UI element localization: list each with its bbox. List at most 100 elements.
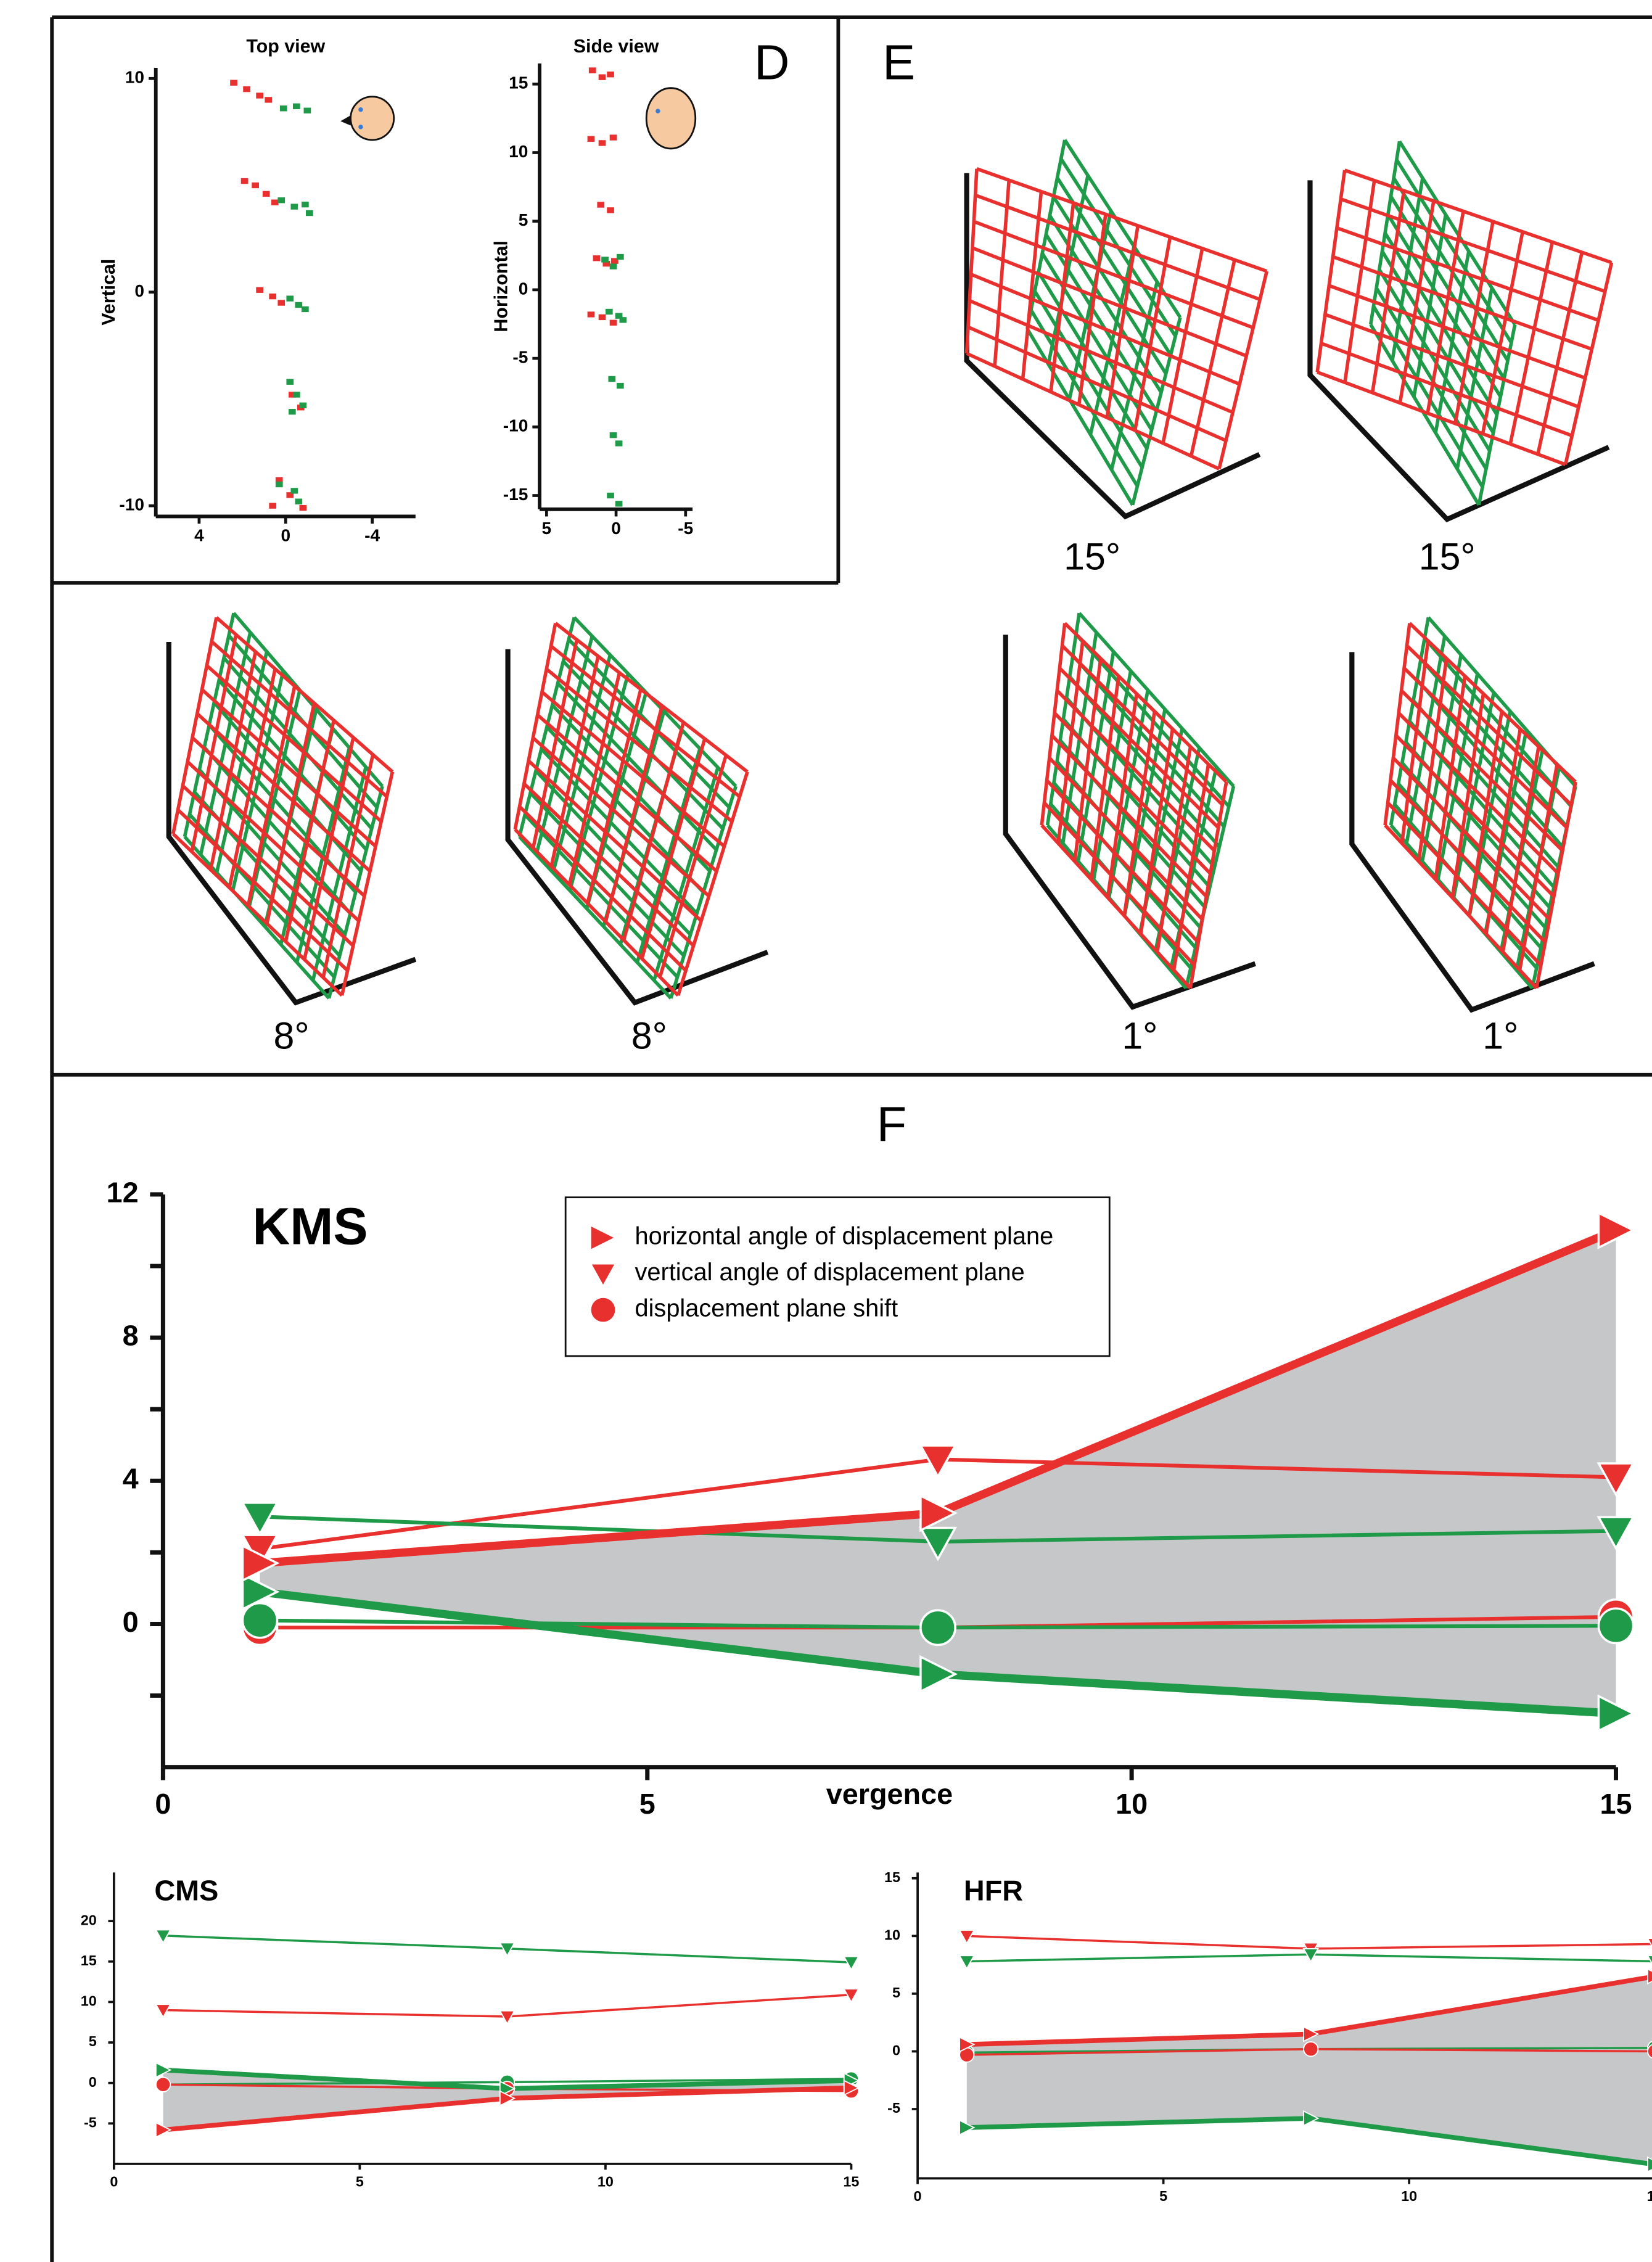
grid-wire (1518, 763, 1559, 971)
x-axis-label: vergence (826, 1778, 953, 1810)
grid-wire (1394, 734, 1555, 898)
scatter-point (299, 402, 307, 408)
grid-wire (1320, 342, 1573, 438)
grid-wire (1450, 693, 1486, 898)
marker-right-triangle (1647, 2156, 1652, 2173)
grid-wire (1384, 824, 1538, 990)
scatter-point (619, 317, 627, 323)
grid-wire (586, 688, 643, 904)
legend-box (564, 1196, 1111, 1357)
y-tick-label: 8 (123, 1319, 139, 1351)
grid-wire (1056, 640, 1085, 844)
head-side (645, 87, 697, 150)
grid-wire (1336, 226, 1600, 322)
scatter-point (306, 210, 313, 216)
grid-wire (1317, 370, 1566, 466)
panel-label: D (754, 35, 789, 90)
frame (50, 15, 1652, 2262)
grid-wire (1392, 756, 1551, 921)
grid-wire (1106, 693, 1138, 898)
grid-wire (1029, 309, 1139, 487)
scatter-point (277, 197, 286, 204)
grid-wire (1408, 622, 1577, 783)
grid-wire (1040, 623, 1067, 826)
marker-right-triangle (241, 1544, 280, 1582)
grid-wire (549, 644, 741, 798)
scatter-point (256, 93, 264, 99)
scatter-point (302, 201, 309, 208)
scatter-point (265, 97, 273, 103)
grid-wire (1315, 170, 1347, 372)
grid-wire (1172, 763, 1210, 971)
scatter-point (609, 319, 617, 326)
legend-label: vertical angle of displacement plane (635, 1259, 1024, 1286)
marker-down-triangle (958, 1930, 976, 1944)
marker-down-triangle (843, 1956, 860, 1971)
angle-label: 1° (1122, 1014, 1157, 1056)
y-tick-label: 0 (134, 281, 144, 300)
scatter-point (607, 207, 614, 213)
marker-right-triangle (155, 2062, 172, 2078)
displacement-grids: 15° 15° 8° 8° 1° 1° (166, 139, 1614, 1056)
grid-wire (676, 771, 749, 996)
marker-down-triangle (918, 1444, 958, 1479)
marker-down-triangle (155, 1929, 171, 1944)
shaded-area (966, 1976, 1652, 2165)
grid-wire (532, 736, 710, 898)
grid-wire (518, 835, 673, 1000)
grid-wire (340, 771, 395, 996)
marker-down-triangle (918, 1526, 958, 1561)
grid-wire (1217, 271, 1269, 469)
grid-wire (1133, 236, 1172, 431)
grid-wire (1536, 252, 1584, 455)
grid-wire (1049, 202, 1075, 392)
chart-title: Top view (246, 36, 325, 57)
grid-wire (1398, 200, 1436, 403)
scatter-point (290, 488, 298, 494)
grid-wire (1061, 644, 1224, 807)
grid-wire (1405, 644, 1572, 807)
chart-title: Side view (573, 36, 659, 57)
marker-right-triangle (155, 2121, 172, 2139)
scatter-point (271, 199, 279, 205)
grid-wire (554, 622, 749, 773)
y-tick-label: 0 (123, 1606, 139, 1638)
grid-axes (1003, 635, 1256, 1010)
x-tick-label: 10 (1401, 2188, 1417, 2204)
marker-right-triangle (1647, 1968, 1652, 1985)
marker-down-triangle (588, 1262, 618, 1289)
marker-right-triangle (919, 1494, 958, 1532)
x-tick-label: 15 (1600, 1788, 1632, 1820)
grid-wire (518, 805, 688, 972)
marker-down-triangle (240, 1502, 279, 1537)
scatter-point (616, 253, 624, 260)
grid-wire (541, 690, 726, 848)
x-tick-label: 10 (1116, 1788, 1148, 1820)
y-tick-label: 10 (509, 142, 528, 161)
scatter-point (615, 440, 623, 446)
marker-circle (919, 1609, 956, 1647)
grid-wire (1050, 734, 1208, 898)
legend-label: horizontal angle of displacement plane (635, 1223, 1053, 1250)
grid-wire (1063, 622, 1228, 783)
scatter-point (610, 258, 618, 264)
grid-wire (513, 623, 557, 830)
grid-wire (1386, 801, 1542, 967)
y-tick-label: 15 (509, 73, 528, 93)
y-tick-label: 0 (892, 2042, 900, 2058)
scatter-point (302, 306, 309, 313)
scatter-point (588, 67, 596, 73)
grid-wire (971, 246, 1247, 358)
marker-right-triangle (1303, 2026, 1320, 2042)
scatter-point (587, 311, 595, 318)
grid-wire (284, 720, 336, 942)
x-tick-label: 5 (356, 2174, 364, 2190)
grid-wire (976, 167, 1268, 273)
scatter-point (240, 178, 249, 184)
grid-wire (1078, 612, 1235, 788)
grid-wire (1343, 180, 1376, 383)
angle-label: 8° (274, 1014, 310, 1056)
grid-wire (265, 702, 316, 924)
grid-wire (1332, 255, 1593, 351)
scatter-point (615, 501, 623, 507)
